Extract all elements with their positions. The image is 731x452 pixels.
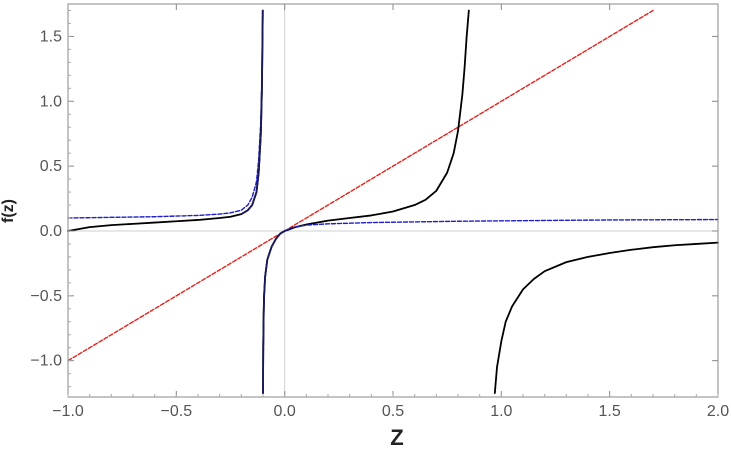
x-tick-label: 2.0 [707, 403, 729, 420]
series-line-3 [262, 9, 470, 395]
plot-frame [67, 3, 719, 398]
y-axis-title: f(z) [0, 199, 17, 223]
series-line-8 [240, 9, 264, 216]
series-line-4 [493, 241, 719, 395]
axis-labels: −1.0 −0.5 0.0 0.5 1.0 1.5 2.0 −1.0 −0.5 0.0 0.5 1.0… [30, 28, 729, 420]
x-tick-label: 0.0 [274, 403, 296, 420]
series-line-1 [67, 9, 654, 362]
y-tick-label: 1.0 [40, 93, 62, 110]
y-tick-label: 1.5 [40, 28, 62, 45]
series-line-7 [262, 230, 286, 395]
x-tick-label: −1.0 [52, 403, 84, 420]
x-tick-label: −0.5 [161, 403, 193, 420]
y-tick-label: 0.5 [40, 158, 62, 175]
axes [67, 3, 719, 398]
y-tick-label: −0.5 [30, 288, 62, 305]
y-tick-label: −1.0 [30, 353, 62, 370]
y-tick-label: 0.0 [40, 223, 62, 240]
series-line-6 [262, 218, 719, 394]
x-axis-title: Z [390, 425, 403, 450]
x-tick-label: 1.5 [599, 403, 621, 420]
x-tick-label: 0.5 [382, 403, 404, 420]
series-line-5 [67, 22, 264, 219]
plot-area [67, 4, 719, 397]
x-tick-label: 1.0 [490, 403, 512, 420]
series-line-2 [67, 9, 264, 232]
